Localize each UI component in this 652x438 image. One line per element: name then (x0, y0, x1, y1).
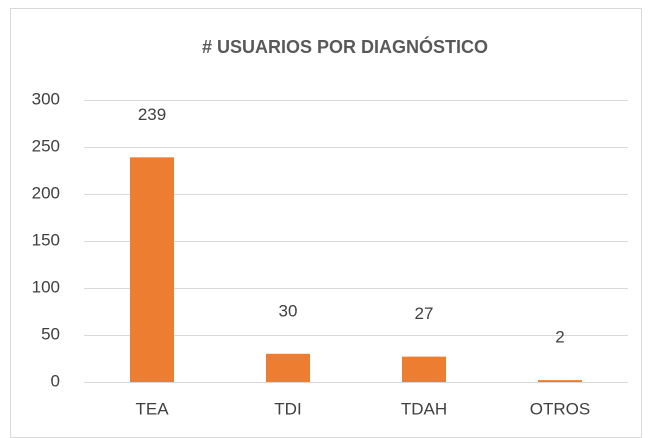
y-tick-label: 300 (32, 89, 60, 108)
bar (538, 380, 582, 382)
x-tick-label: TEA (135, 399, 169, 418)
y-tick-label: 250 (32, 136, 60, 155)
x-tick-label: TDI (274, 399, 301, 418)
data-label: 30 (279, 301, 298, 320)
y-tick-label: 200 (32, 183, 60, 202)
y-tick-label: 100 (32, 277, 60, 296)
x-tick-label: OTROS (530, 399, 590, 418)
data-label: 239 (138, 105, 166, 124)
chart-title: # USUARIOS POR DIAGNÓSTICO (202, 36, 488, 57)
data-label: 27 (415, 304, 434, 323)
data-label: 2 (555, 328, 564, 347)
x-tick-label: TDAH (401, 399, 447, 418)
bar (130, 157, 174, 382)
chart-border (10, 8, 642, 438)
y-tick-label: 0 (51, 371, 60, 390)
y-tick-label: 150 (32, 230, 60, 249)
bar (402, 356, 446, 382)
y-tick-label: 50 (41, 324, 60, 343)
bar (266, 353, 310, 382)
